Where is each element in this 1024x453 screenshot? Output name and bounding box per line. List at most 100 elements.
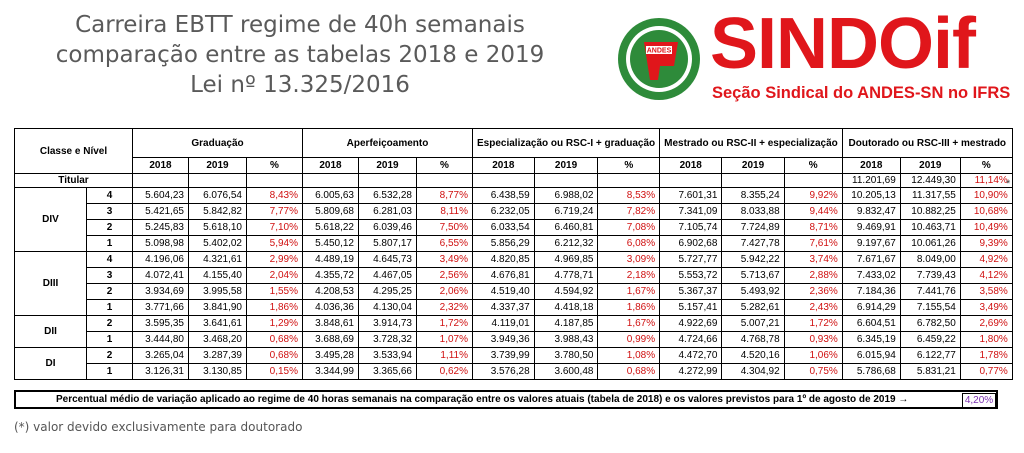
percent-header: % xyxy=(416,157,473,174)
value-2018: 4.119,01 xyxy=(472,315,535,332)
value-2018: 3.688,69 xyxy=(302,331,359,348)
level-number: 1 xyxy=(86,235,133,252)
value-2019: 3.365,66 xyxy=(358,363,417,380)
value-2018: 3.265,04 xyxy=(132,347,189,364)
value-2018: 4.072,41 xyxy=(132,267,189,284)
empty-cell xyxy=(533,173,599,188)
value-2019: 8.033,88 xyxy=(721,203,785,220)
value-2018: 4.820,85 xyxy=(472,251,535,268)
empty-cell xyxy=(783,173,843,188)
value-2019: 4.321,61 xyxy=(188,251,247,268)
value-2019: 5.402,02 xyxy=(188,235,247,252)
value-2019: 4.969,85 xyxy=(533,251,599,268)
value-2018: 7.601,31 xyxy=(659,187,723,204)
value-2018: 5.157,41 xyxy=(659,299,723,316)
group-header: Graduação xyxy=(132,128,303,158)
percent-header: % xyxy=(783,157,843,174)
percent-change: 0,93% xyxy=(783,331,843,348)
value-2019: 6.782,50 xyxy=(899,315,961,332)
percent-change: 3,49% xyxy=(416,251,473,268)
value-2019: 6.281,03 xyxy=(358,203,417,220)
value-2018: 4.208,53 xyxy=(302,283,359,300)
titular-label: Titular xyxy=(14,173,133,188)
value-2018: 3.595,35 xyxy=(132,315,189,332)
level-number: 2 xyxy=(86,283,133,300)
percent-change: 1,06% xyxy=(783,347,843,364)
level-number: 2 xyxy=(86,315,133,332)
percent-header: % xyxy=(246,157,303,174)
value-2018: 3.949,36 xyxy=(472,331,535,348)
logo-name: SINDOif xyxy=(710,4,976,84)
value-2019: 3.995,58 xyxy=(188,283,247,300)
value-2018: 9.832,47 xyxy=(841,203,901,220)
percent-change: 6,08% xyxy=(597,235,661,252)
table-row: 3 4.072,41 4.155,40 2,04% 4.355,72 4.467,05 2,… xyxy=(15,267,1013,284)
level-number: 1 xyxy=(86,299,133,316)
value-2019: 5.831,21 xyxy=(899,363,961,380)
table-row: DIV 4 5.604,23 6.076,54 8,43% 6.005,63 6.532,2… xyxy=(14,187,1013,252)
value-2019: 3.130,85 xyxy=(188,363,247,380)
percent-change: 7,10% xyxy=(246,219,303,236)
value-2019: 7.739,43 xyxy=(899,267,961,284)
empty-cell xyxy=(246,173,303,188)
percent-change: 0,68% xyxy=(246,347,303,364)
group-header: Mestrado ou RSC-II + especialização xyxy=(659,128,843,158)
percent-change: 2,69% xyxy=(959,315,1013,332)
year-2018-header: 2018 xyxy=(132,157,189,174)
value-2019: 4.645,73 xyxy=(358,251,417,268)
percent-change: 9,92% xyxy=(783,187,843,204)
value-2018: 5.245,83 xyxy=(132,219,189,236)
summary-value: 4,20% xyxy=(962,393,996,408)
value-2018: 4.676,81 xyxy=(472,267,535,284)
title-line-3: Lei nº 13.325/2016 xyxy=(190,72,410,98)
value-2019: 10.463,71 xyxy=(899,219,961,236)
percent-change: 8,53% xyxy=(597,187,661,204)
year-2018-header: 2018 xyxy=(659,157,723,174)
value-2018: 6.232,05 xyxy=(472,203,535,220)
value-2019: 6.459,22 xyxy=(899,331,961,348)
percent-change: 7,50% xyxy=(416,219,473,236)
value-2019: 10.882,25 xyxy=(899,203,961,220)
percent-change: 8,77% xyxy=(416,187,473,204)
value-2019: 3.914,73 xyxy=(358,315,417,332)
percent-change: 1,11% xyxy=(416,347,473,364)
value-2018: 5.098,98 xyxy=(132,235,189,252)
value-2018: 6.005,63 xyxy=(302,187,359,204)
percent-change: 2,43% xyxy=(783,299,843,316)
table-row: 1 5.098,98 5.402,02 5,94% 5.450,12 5.807,17 6,… xyxy=(15,235,1013,252)
percent-change: 2,32% xyxy=(416,299,473,316)
value-2019: 8.355,24 xyxy=(721,187,785,204)
value-2018: 5.786,68 xyxy=(841,363,901,380)
table-row: 3 5.421,65 5.842,82 7,77% 5.809,68 6.281,03 8,… xyxy=(15,203,1013,220)
value-2019: 4.295,25 xyxy=(358,283,417,300)
value-2018: 6.033,54 xyxy=(472,219,535,236)
percent-change: 1,08% xyxy=(597,347,661,364)
empty-cell xyxy=(302,173,359,188)
value-2018: 7.184,36 xyxy=(841,283,901,300)
percent-change: 9,44% xyxy=(783,203,843,220)
value-2019: 7.427,78 xyxy=(721,235,785,252)
value-2018: 6.438,59 xyxy=(472,187,535,204)
value-2019: 11.317,55 xyxy=(899,187,961,204)
percent-change: 7,82% xyxy=(597,203,661,220)
percent-change: 0,77% xyxy=(959,363,1013,380)
level-number: 3 xyxy=(86,203,133,220)
empty-cell xyxy=(597,173,661,188)
value-2018: 3.444,80 xyxy=(132,331,189,348)
level-number: 2 xyxy=(86,347,133,364)
value-2018: 5.727,77 xyxy=(659,251,723,268)
value-2019: 3.728,32 xyxy=(358,331,417,348)
table-row: Titular 11.201,69 12.449,30 11,14% xyxy=(14,173,1013,188)
percent-change: 2,36% xyxy=(783,283,843,300)
percent-change: 3,49% xyxy=(959,299,1013,316)
percent-change: 7,77% xyxy=(246,203,303,220)
empty-cell xyxy=(659,173,723,188)
table-row: 2 5.245,83 5.618,10 7,10% 5.618,22 6.039,46 7,… xyxy=(15,219,1013,236)
percent-change: 4,12% xyxy=(959,267,1013,284)
value-2019: 10.061,26 xyxy=(899,235,961,252)
value-2019: 8.049,00 xyxy=(899,251,961,268)
value-2018: 6.914,29 xyxy=(841,299,901,316)
titular-footnote-marker: * xyxy=(1006,178,1011,190)
value-2019: 5.282,61 xyxy=(721,299,785,316)
percent-change: 0,62% xyxy=(416,363,473,380)
